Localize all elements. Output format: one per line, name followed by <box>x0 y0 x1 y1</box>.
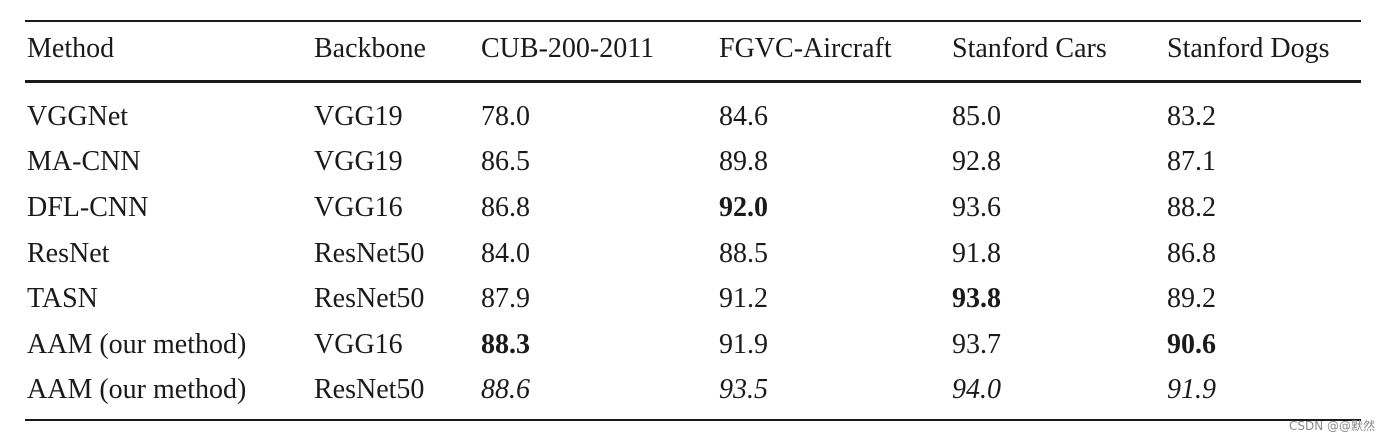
table-row: AAM (our method) VGG16 88.3 91.9 93.7 90… <box>0 325 1387 365</box>
cell-stanford-cars: 91.8 <box>952 238 1001 269</box>
table-row: AAM (our method) ResNet50 88.6 93.5 94.0… <box>0 370 1387 410</box>
table-header-row: Method Backbone CUB-200-2011 FGVC-Aircra… <box>0 29 1387 69</box>
cell-cub-200-2011: 86.8 <box>481 192 530 223</box>
cell-method: AAM (our method) <box>27 374 247 405</box>
table-header-rule <box>25 80 1361 83</box>
cell-stanford-dogs: 87.1 <box>1167 146 1216 177</box>
table-row: DFL-CNN VGG16 86.8 92.0 93.6 88.2 <box>0 188 1387 228</box>
header-method: Method <box>27 33 115 64</box>
cell-method: MA-CNN <box>27 146 141 177</box>
cell-cub-200-2011: 84.0 <box>481 238 530 269</box>
cell-stanford-dogs: 90.6 <box>1167 329 1216 360</box>
cell-fgvc-aircraft: 84.6 <box>719 101 768 132</box>
cell-cub-200-2011: 88.6 <box>481 374 530 405</box>
cell-method: TASN <box>27 283 98 314</box>
cell-cub-200-2011: 88.3 <box>481 329 530 360</box>
cell-backbone: ResNet50 <box>314 238 425 269</box>
header-stanford-cars: Stanford Cars <box>952 33 1107 64</box>
cell-cub-200-2011: 78.0 <box>481 101 530 132</box>
table-row: MA-CNN VGG19 86.5 89.8 92.8 87.1 <box>0 142 1387 182</box>
cell-stanford-dogs: 89.2 <box>1167 283 1216 314</box>
header-fgvc-aircraft: FGVC-Aircraft <box>719 33 892 64</box>
cell-method: ResNet <box>27 238 110 269</box>
cell-backbone: VGG19 <box>314 146 403 177</box>
cell-stanford-cars: 85.0 <box>952 101 1001 132</box>
header-stanford-dogs: Stanford Dogs <box>1167 33 1330 64</box>
cell-backbone: VGG19 <box>314 101 403 132</box>
cell-fgvc-aircraft: 91.2 <box>719 283 768 314</box>
cell-backbone: VGG16 <box>314 329 403 360</box>
cell-stanford-cars: 92.8 <box>952 146 1001 177</box>
cell-fgvc-aircraft: 92.0 <box>719 192 768 223</box>
cell-backbone: VGG16 <box>314 192 403 223</box>
cell-stanford-dogs: 86.8 <box>1167 238 1216 269</box>
cell-cub-200-2011: 87.9 <box>481 283 530 314</box>
cell-backbone: ResNet50 <box>314 283 425 314</box>
table-row: VGGNet VGG19 78.0 84.6 85.0 83.2 <box>0 97 1387 137</box>
table-top-rule <box>25 20 1361 22</box>
cell-stanford-dogs: 91.9 <box>1167 374 1216 405</box>
table-row: TASN ResNet50 87.9 91.2 93.8 89.2 <box>0 279 1387 319</box>
cell-method: VGGNet <box>27 101 129 132</box>
cell-cub-200-2011: 86.5 <box>481 146 530 177</box>
watermark: CSDN @@默然 <box>1288 419 1375 433</box>
cell-fgvc-aircraft: 91.9 <box>719 329 768 360</box>
header-cub-200-2011: CUB-200-2011 <box>481 33 655 64</box>
table-row: ResNet ResNet50 84.0 88.5 91.8 86.8 <box>0 234 1387 274</box>
cell-stanford-cars: 93.8 <box>952 283 1001 314</box>
cell-stanford-cars: 93.7 <box>952 329 1001 360</box>
cell-fgvc-aircraft: 93.5 <box>719 374 768 405</box>
cell-backbone: ResNet50 <box>314 374 425 405</box>
cell-fgvc-aircraft: 88.5 <box>719 238 768 269</box>
header-backbone: Backbone <box>314 33 426 64</box>
cell-method: AAM (our method) <box>27 329 247 360</box>
cell-method: DFL-CNN <box>27 192 149 223</box>
cell-stanford-dogs: 83.2 <box>1167 101 1216 132</box>
cell-stanford-dogs: 88.2 <box>1167 192 1216 223</box>
cell-fgvc-aircraft: 89.8 <box>719 146 768 177</box>
table-bottom-rule <box>25 419 1361 421</box>
cell-stanford-cars: 94.0 <box>952 374 1001 405</box>
cell-stanford-cars: 93.6 <box>952 192 1001 223</box>
